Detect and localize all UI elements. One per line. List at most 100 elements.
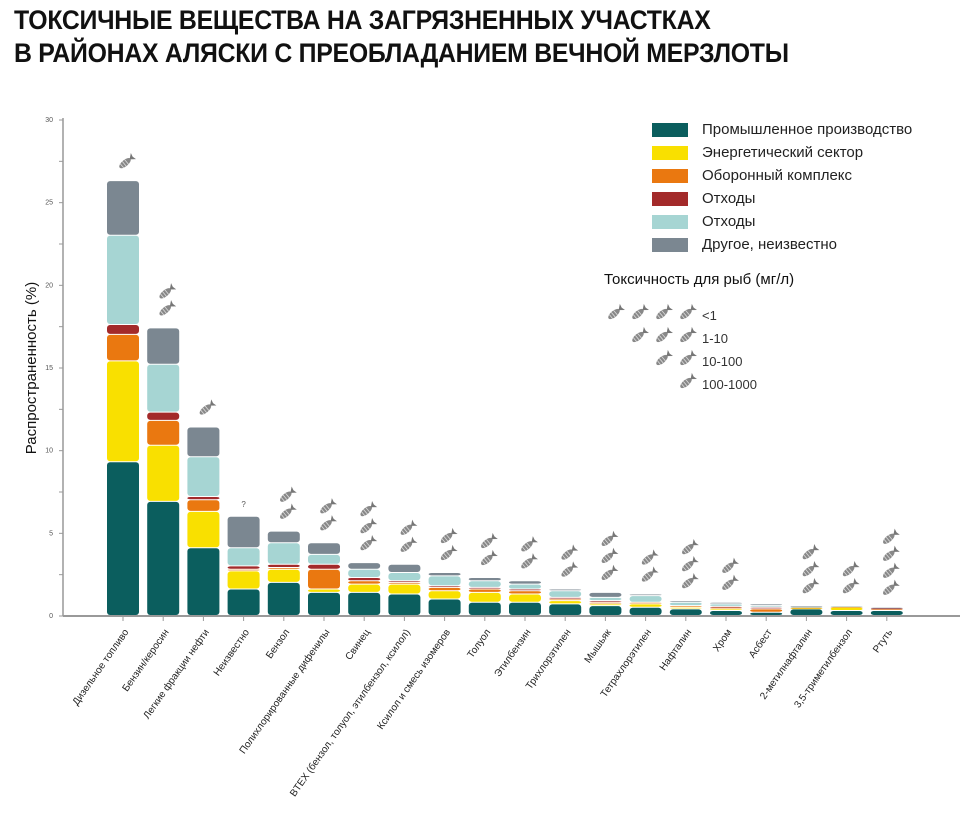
fish-rib [405, 542, 411, 549]
fish-icon [680, 303, 697, 320]
fish-tail [690, 372, 697, 380]
fish-rib [564, 552, 569, 558]
fish-rib [682, 312, 688, 318]
bar-segment [428, 587, 461, 591]
fish-icon [320, 515, 337, 531]
fish-rib [682, 335, 688, 341]
fish-tail [290, 503, 297, 510]
fish-rib [325, 504, 330, 510]
fish-rib [602, 557, 607, 563]
fish-rib [521, 546, 527, 552]
fish-rib [680, 383, 686, 389]
bar-segment [107, 361, 139, 462]
fish-icon [682, 572, 699, 589]
fish-icon [601, 564, 619, 580]
fish-rib [642, 576, 647, 582]
fish-tail [893, 579, 900, 586]
fish-rib [646, 572, 652, 578]
fish-tail [692, 538, 699, 546]
bar-stack [790, 606, 823, 615]
fish-tail [330, 515, 337, 522]
toxicity-legend-title: Токсичность для рыб (мг/л) [604, 271, 795, 288]
fish-tail [812, 577, 820, 585]
x-tick-label: Бензол [264, 627, 292, 661]
fish-rib [610, 312, 616, 318]
bar-segment [388, 581, 421, 582]
fish-rib [805, 552, 810, 558]
fish-tail [666, 326, 673, 334]
fish-rib [363, 526, 368, 532]
fish-rib [883, 538, 888, 544]
fish-icon [521, 536, 538, 552]
fish-icon [440, 544, 458, 561]
fish-tail [370, 500, 378, 508]
fish-rib [325, 521, 330, 527]
x-tick-label: Ртуть [871, 627, 895, 655]
fish-rib [164, 306, 169, 312]
fish-icon [656, 303, 673, 320]
bar-stack [830, 606, 863, 615]
bar-segment [509, 584, 541, 589]
bar-segment [308, 543, 340, 554]
fish-rib [360, 545, 366, 551]
bar-segment [830, 606, 863, 607]
bar-segment [549, 599, 582, 601]
fish-rib [637, 310, 642, 316]
fish-tail [531, 553, 538, 560]
fish-tail [812, 560, 820, 568]
fish-icon [320, 498, 337, 514]
bar-segment [750, 609, 783, 612]
fish-icon [641, 549, 659, 565]
fish-rib [606, 554, 612, 560]
fish-icon [601, 530, 619, 546]
bar-segment [187, 548, 220, 615]
fish-rib [885, 553, 891, 559]
fish-icon [842, 560, 860, 577]
fish-tail [370, 534, 378, 542]
fish-tail [666, 349, 673, 357]
bar-segment [468, 589, 501, 592]
bar-segment [589, 602, 622, 604]
fish-rib [526, 542, 531, 548]
fish-tail [611, 530, 619, 537]
fish-rib [682, 566, 687, 572]
fish-rib [162, 308, 167, 314]
bar-stack [227, 516, 260, 615]
bar-segment [147, 445, 180, 501]
bar-segment [428, 586, 461, 587]
fish-rib [280, 513, 285, 519]
fish-tail [893, 562, 900, 569]
x-tick-label: Толуол [466, 627, 494, 660]
fish-tail [692, 555, 699, 563]
bar-stack [468, 577, 501, 615]
fish-tail [853, 577, 860, 585]
fish-rib [602, 574, 607, 580]
bar-segment [669, 609, 702, 615]
fish-rib [282, 494, 288, 500]
bar-segment [348, 563, 381, 569]
bar-stack [870, 607, 903, 615]
bar-stack [629, 594, 662, 615]
fish-rib [566, 567, 571, 573]
bar-segment [468, 577, 501, 581]
bar-segment [147, 501, 180, 615]
fish-rib [486, 539, 491, 545]
bar-stack [428, 573, 461, 615]
bar-segment [428, 576, 461, 586]
fish-icon [119, 153, 136, 169]
fish-tail [732, 574, 739, 581]
fish-icon [680, 349, 697, 366]
bar-segment [790, 606, 823, 608]
fish-rib [604, 555, 609, 562]
fish-rib [443, 553, 449, 559]
bar-stack [147, 328, 180, 615]
fish-rib [363, 509, 368, 515]
fish-rib [564, 569, 569, 575]
y-tick-label: 25 [45, 200, 53, 207]
legend-label: Другое, неизвестно [702, 235, 838, 253]
bar-segment [187, 511, 220, 548]
bar-segment [589, 601, 622, 602]
fish-rib [561, 554, 567, 560]
fish-rib [803, 571, 808, 577]
fish-rib [606, 571, 612, 577]
